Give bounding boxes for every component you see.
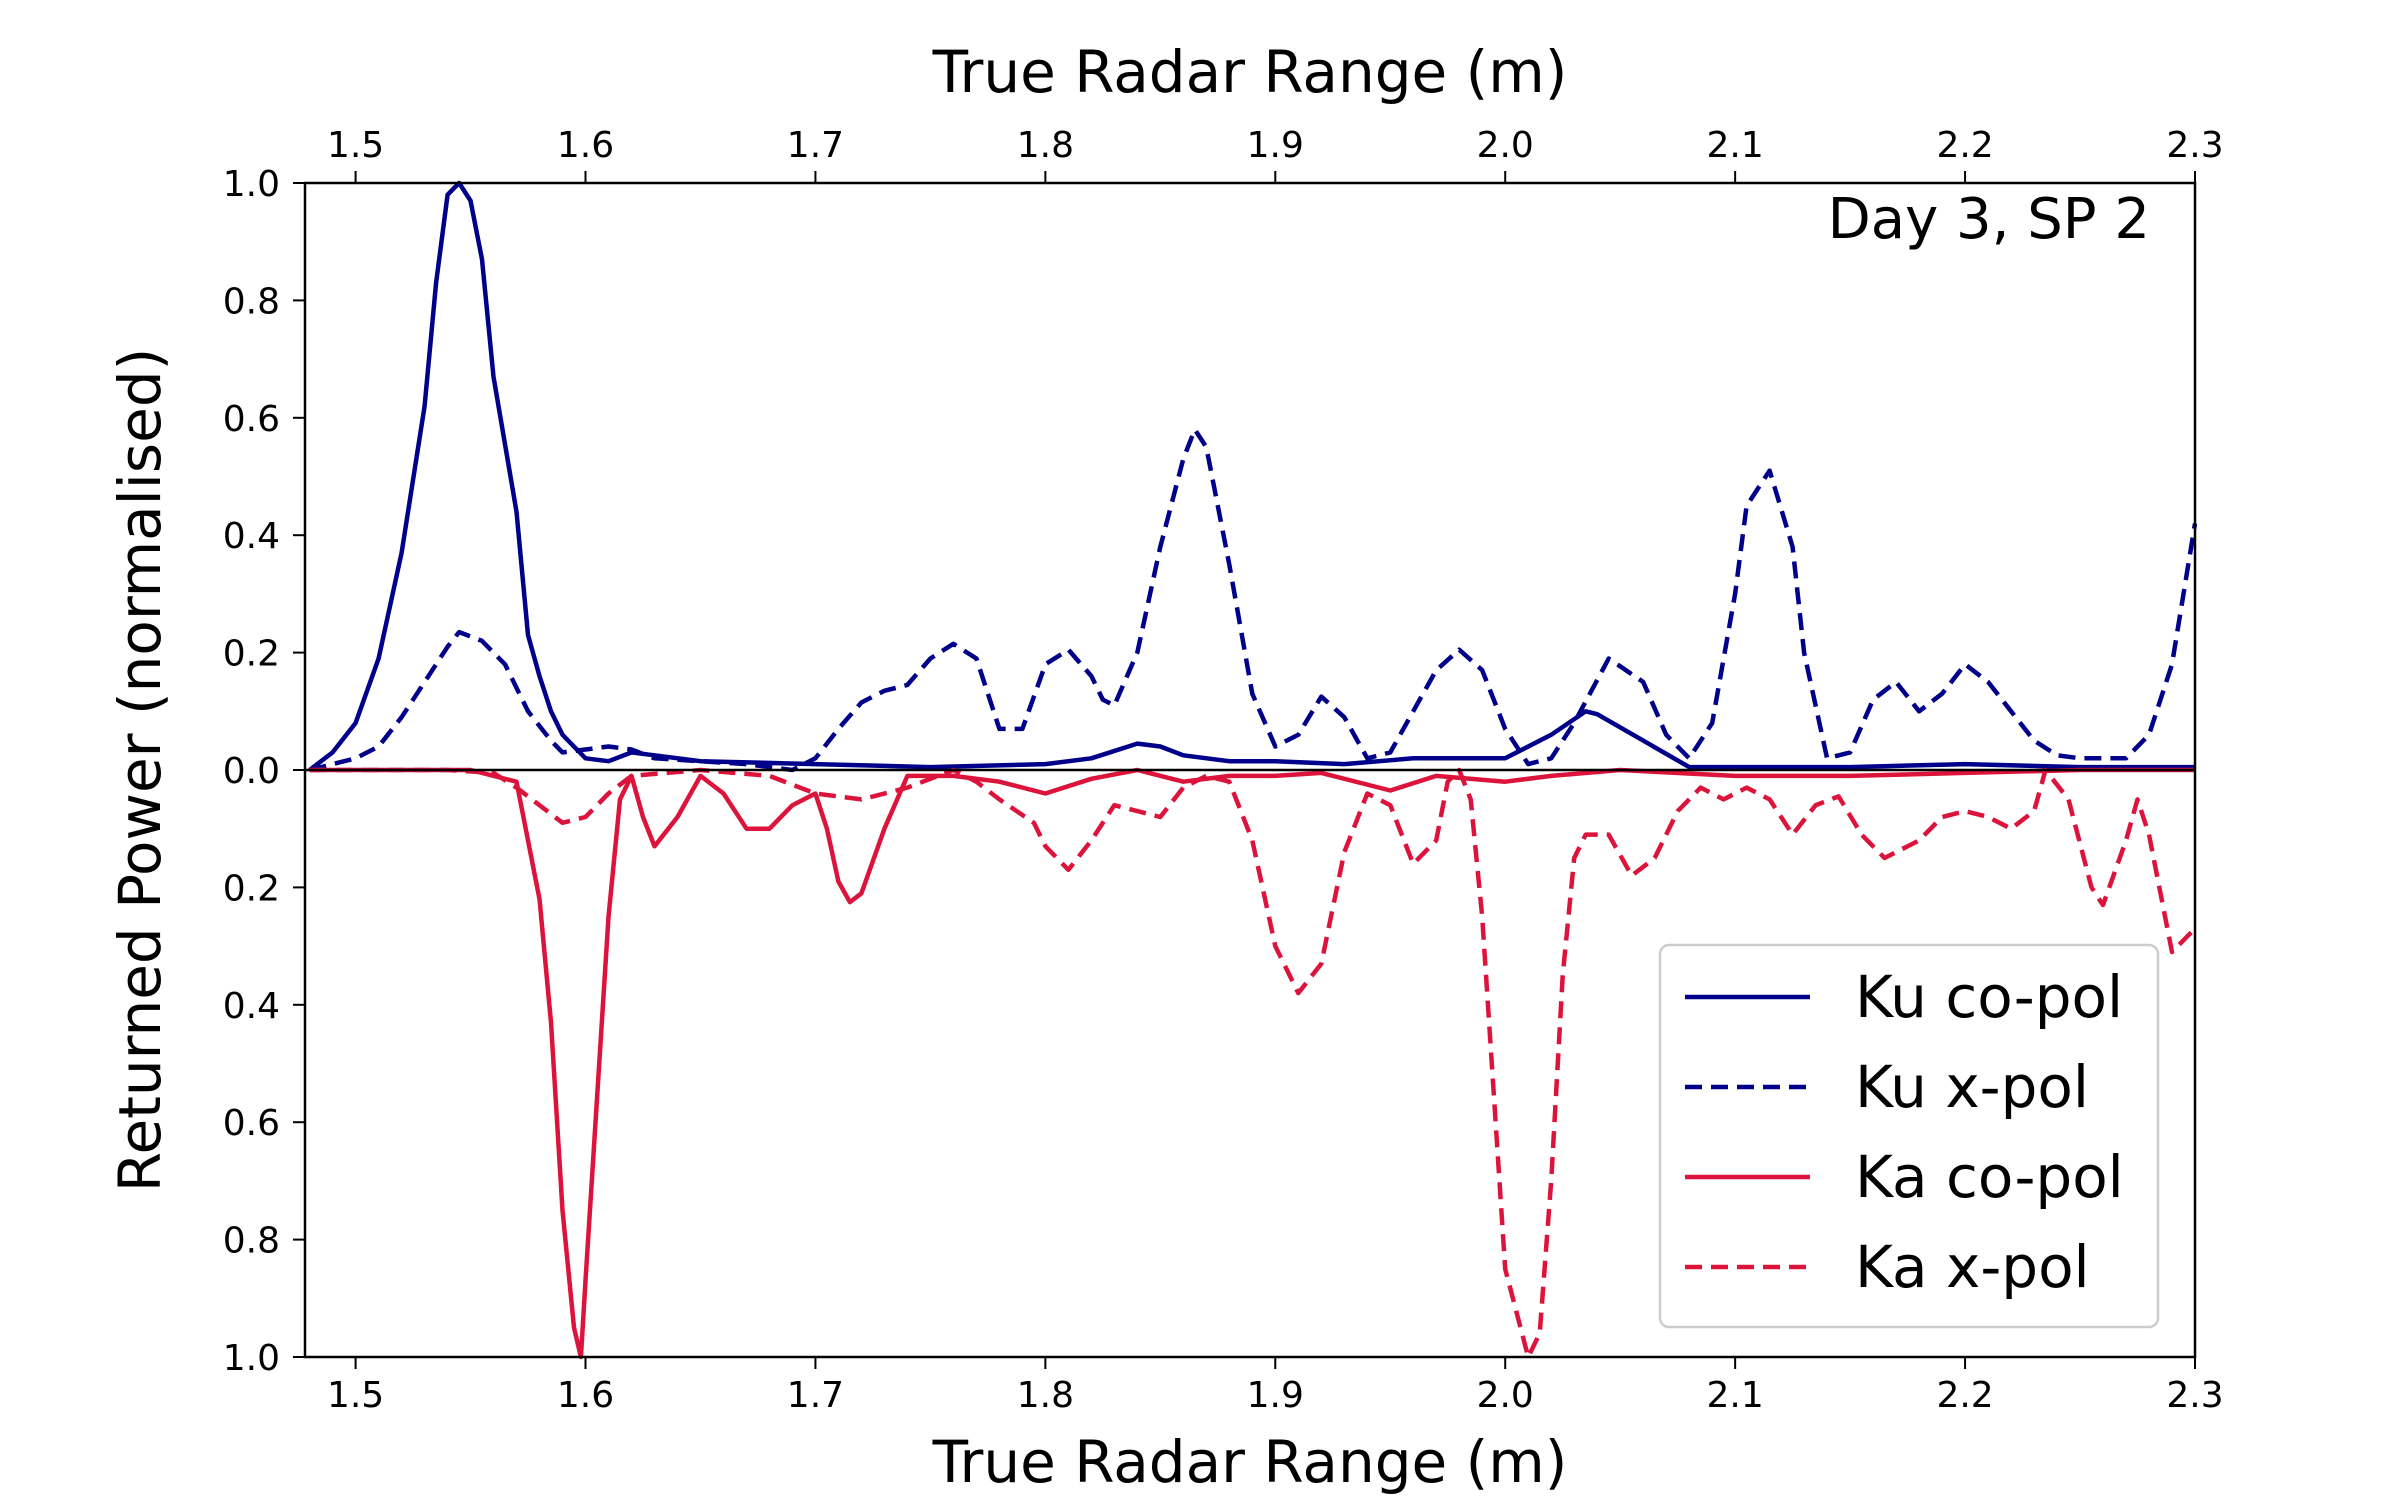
x-tick-label-top: 2.0 — [1477, 125, 1534, 166]
legend-label: Ka x-pol — [1855, 1233, 2090, 1301]
legend-box — [1658, 943, 2160, 1329]
x-tick-label-top: 1.7 — [787, 125, 844, 166]
top-x-axis-title: True Radar Range (m) — [932, 38, 1568, 106]
y-axis-title: Returned Power (normalised) — [106, 348, 174, 1193]
series-line-ka-x-pol — [309, 767, 2197, 1360]
x-tick-label-bottom: 2.0 — [1477, 1375, 1534, 1416]
y-tick-label: 0.4 — [223, 516, 280, 557]
ticks-layer: 1.5 1.5 1.6 1.6 1.7 1.7 1.8 1.8 1.9 1.9 2.0 2.0 2.1 2… — [223, 125, 2224, 1416]
plot-annotation: Day 3, SP 2 — [1828, 187, 2150, 252]
series-line-ku-co-pol — [308, 180, 2195, 772]
x-tick-label-bottom: 2.3 — [2166, 1375, 2223, 1416]
x-tick-label-top: 1.5 — [327, 125, 384, 166]
y-tick-label: 0.2 — [223, 868, 280, 909]
x-tick-label-top: 1.6 — [557, 125, 614, 166]
legend: Ku co-pol Ku x-pol Ka co-pol Ka x-pol — [1658, 943, 2160, 1329]
x-tick-label-bottom: 1.6 — [557, 1375, 614, 1416]
series-line-ku-x-pol — [309, 427, 2198, 773]
series-line-ka-co-pol — [309, 767, 2195, 1360]
x-tick-label-top: 1.8 — [1017, 125, 1074, 166]
y-tick-label: 1.0 — [223, 164, 280, 205]
x-tick-label-bottom: 1.5 — [327, 1375, 384, 1416]
y-tick-label: 0.8 — [223, 281, 280, 322]
legend-label: Ku x-pol — [1855, 1053, 2089, 1121]
legend-label: Ku co-pol — [1855, 963, 2123, 1031]
x-tick-label-bottom: 2.2 — [1936, 1375, 1993, 1416]
x-tick-label-top: 2.2 — [1936, 125, 1993, 166]
x-tick-label-top: 2.3 — [2166, 125, 2223, 166]
y-tick-label: 0.8 — [223, 1221, 280, 1262]
x-tick-label-top: 2.1 — [1707, 125, 1764, 166]
y-tick-label: 0.6 — [223, 1103, 280, 1144]
x-tick-label-top: 1.9 — [1247, 125, 1304, 166]
x-tick-label-bottom: 1.9 — [1247, 1375, 1304, 1416]
y-tick-label: 1.0 — [223, 1338, 280, 1379]
x-tick-label-bottom: 2.1 — [1707, 1375, 1764, 1416]
bottom-x-axis-title: True Radar Range (m) — [932, 1428, 1568, 1496]
legend-label: Ka co-pol — [1855, 1143, 2124, 1211]
marks-layer — [308, 180, 2198, 1360]
y-tick-label: 0.6 — [223, 399, 280, 440]
y-tick-label: 0.0 — [223, 751, 280, 792]
x-tick-label-bottom: 1.8 — [1017, 1375, 1074, 1416]
y-tick-label: 0.4 — [223, 986, 280, 1027]
x-tick-label-bottom: 1.7 — [787, 1375, 844, 1416]
y-tick-label: 0.2 — [223, 634, 280, 675]
